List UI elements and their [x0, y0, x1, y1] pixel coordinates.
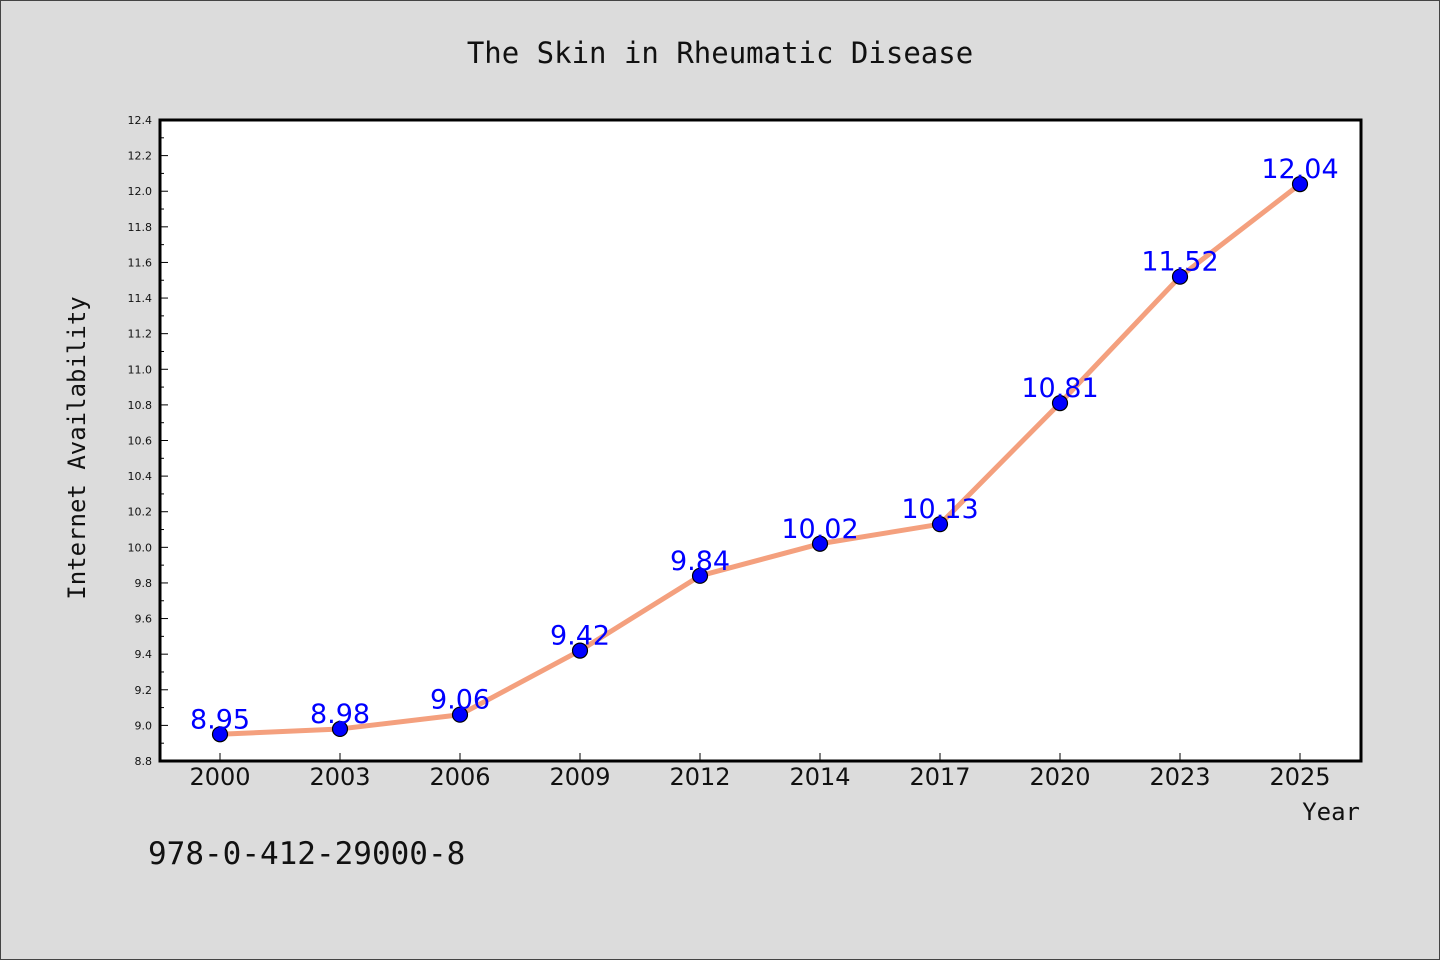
series-line [217, 181, 1303, 737]
isbn-footnote: 978-0-412-29000-8 [148, 836, 465, 872]
y-tick-label: 10.8 [128, 399, 153, 412]
y-tick-label: 9.0 [135, 719, 153, 732]
y-axis: 8.8 9.0 9.2 9.4 9.6 9.8 10.0 10.2 10.4 10.6 10.8 11… [128, 114, 168, 768]
x-axis-label: Year [1302, 798, 1360, 826]
y-tick-label: 11.8 [128, 221, 153, 234]
data-label: 9.84 [670, 546, 730, 577]
x-tick-label: 2020 [1029, 763, 1090, 791]
plot-area [158, 118, 1363, 763]
chart-title: The Skin in Rheumatic Disease [467, 36, 973, 70]
x-tick-label: 2014 [789, 763, 850, 791]
x-tick-label: 2000 [189, 763, 250, 791]
y-tick-label: 10.2 [128, 506, 153, 519]
data-point [451, 706, 469, 723]
data-point [931, 516, 949, 533]
y-tick-label: 11.0 [128, 363, 153, 376]
x-tick-label: 2025 [1269, 763, 1330, 791]
x-axis: 2000 2003 2006 2009 2012 2014 2017 2020 2023 2025 [189, 753, 1331, 791]
data-point [1291, 176, 1309, 193]
y-tick-label: 9.8 [135, 577, 153, 590]
y-tick-label: 10.0 [128, 541, 153, 554]
x-tick-label: 2017 [909, 763, 970, 791]
y-tick-label: 12.0 [128, 185, 153, 198]
data-label: 8.95 [190, 704, 250, 735]
data-label: 10.02 [781, 514, 858, 545]
y-tick-label: 12.4 [128, 114, 153, 127]
y-tick-label: 12.2 [128, 150, 153, 163]
data-point [331, 720, 349, 738]
x-tick-label: 2023 [1149, 763, 1210, 791]
y-tick-label: 11.4 [128, 292, 153, 305]
x-tick-label: 2003 [309, 763, 370, 791]
data-labels: 8.95 8.98 9.06 9.42 9.84 10.02 10.13 10.81 11.52… [190, 154, 1339, 735]
y-tick-label: 8.8 [135, 755, 153, 768]
data-label: 11.52 [1141, 247, 1218, 278]
data-point [571, 642, 589, 659]
x-tick-label: 2012 [669, 763, 730, 791]
y-tick-label: 9.2 [135, 684, 153, 697]
data-label: 12.04 [1261, 154, 1338, 185]
data-label: 10.13 [901, 494, 978, 525]
data-label: 9.42 [550, 621, 610, 652]
y-tick-label: 11.2 [128, 328, 153, 341]
y-tick-label: 10.6 [128, 435, 153, 448]
data-label: 8.98 [310, 699, 370, 730]
x-tick-label: 2009 [549, 763, 610, 791]
data-label: 9.06 [430, 685, 490, 716]
y-tick-label: 9.4 [135, 648, 153, 661]
y-tick-label: 9.6 [135, 613, 153, 626]
y-axis-label: Internet Availability [63, 296, 91, 599]
data-label: 10.81 [1021, 373, 1098, 404]
data-point [211, 726, 229, 743]
y-tick-label: 11.6 [128, 256, 153, 269]
data-point [1051, 395, 1069, 412]
data-point [811, 535, 829, 552]
y-tick-label: 10.4 [128, 470, 153, 483]
x-tick-label: 2006 [429, 763, 490, 791]
data-markers [211, 176, 1309, 743]
data-point [691, 567, 709, 584]
data-point [1171, 268, 1189, 285]
